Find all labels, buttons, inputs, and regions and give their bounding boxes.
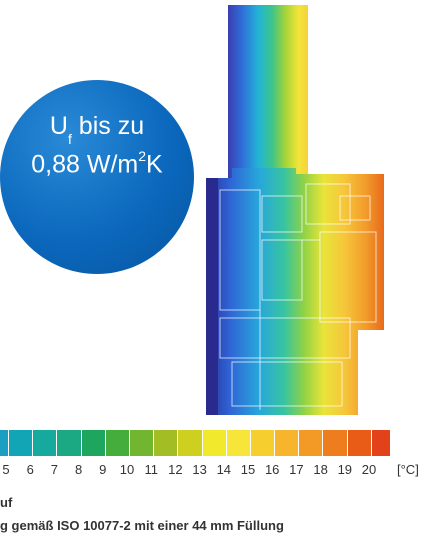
- scale-swatch: [105, 430, 129, 456]
- scale-tick-label: 12: [168, 462, 183, 477]
- scale-tick-label: 16: [264, 462, 280, 477]
- scale-tick-label: 11: [144, 462, 158, 477]
- scale-tick-label: 13: [192, 462, 207, 477]
- uf-value-badge: Uf bis zu 0,88 W/m2K: [0, 80, 194, 274]
- scale-tick-label: 19: [337, 462, 353, 477]
- scale-swatch: [33, 430, 57, 456]
- scale-swatch: [371, 430, 390, 456]
- scale-swatch: [178, 430, 202, 456]
- temperature-scale-labels: 5 6 7 8 9 10 11 12 13 14 15 16 17 18 19 20: [0, 462, 435, 482]
- scale-swatch: [202, 430, 226, 456]
- scale-swatch: [57, 430, 81, 456]
- badge-line-1: Uf bis zu: [49, 112, 145, 147]
- scale-tick-label: 9: [99, 462, 107, 477]
- scale-swatch: [323, 430, 347, 456]
- scale-swatch: [0, 430, 8, 456]
- window-frame: [206, 168, 384, 415]
- scale-tick-label: 15: [240, 462, 256, 477]
- scale-tick-label: 7: [50, 462, 59, 477]
- scale-swatch: [275, 430, 299, 456]
- scale-tick-label: 5: [2, 462, 10, 477]
- scale-swatch: [154, 430, 178, 456]
- scale-tick-label: 14: [216, 462, 232, 477]
- scale-swatch: [81, 430, 105, 456]
- scale-tick-label: 6: [26, 462, 34, 477]
- scale-swatch: [129, 430, 154, 456]
- caption-line-1: uf: [0, 495, 13, 510]
- scale-tick-label: 20: [361, 462, 377, 477]
- temperature-color-scale: [0, 430, 390, 456]
- badge-line-2: 0,88 W/m2K: [31, 148, 163, 179]
- scale-swatch: [9, 430, 33, 456]
- scale-swatch: [299, 430, 323, 456]
- scale-tick-label: 18: [313, 462, 328, 477]
- glass-pane: [228, 5, 308, 185]
- scale-swatch: [250, 430, 275, 456]
- caption-line-2: g gemäß ISO 10077-2 mit einer 44 mm Füll…: [0, 518, 284, 533]
- scale-swatch: [347, 430, 371, 456]
- scale-tick-label: 17: [289, 462, 304, 477]
- scale-tick-label: 10: [119, 462, 135, 477]
- thermal-section-image: [206, 5, 384, 415]
- temperature-unit: [°C]: [397, 462, 419, 477]
- scale-swatch: [226, 430, 250, 456]
- scale-tick-label: 8: [74, 462, 83, 477]
